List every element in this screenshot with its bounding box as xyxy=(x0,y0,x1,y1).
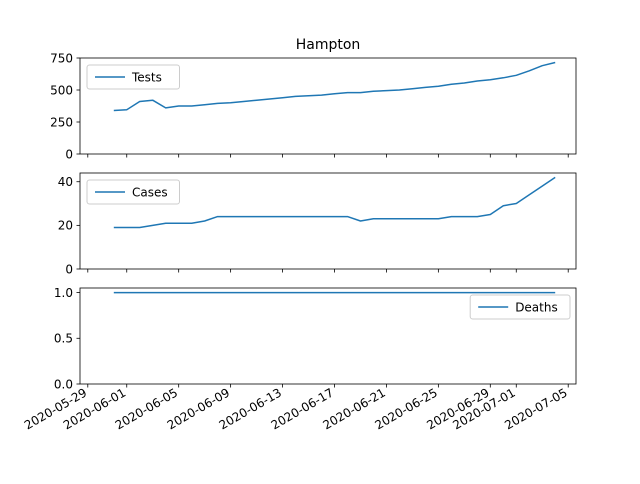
deaths-ytick-label: 1.0 xyxy=(54,286,73,300)
x-axis: 2020-05-292020-06-012020-06-052020-06-09… xyxy=(22,385,570,432)
deaths-panel: 0.0 0.5 1.0 Deaths xyxy=(54,286,577,391)
cases-ytick-label: 40 xyxy=(58,175,73,189)
legend-label: Deaths xyxy=(515,300,558,314)
legend-label: Cases xyxy=(132,185,168,199)
tests-series-line xyxy=(113,61,556,112)
deaths-axes-frame xyxy=(79,287,577,385)
tests-ytick-label: 750 xyxy=(50,51,73,65)
deaths-ytick-label: 0.5 xyxy=(54,332,73,346)
tests-legend: Tests xyxy=(86,64,180,90)
tests-ytick-label: 250 xyxy=(50,115,73,129)
cases-series-line xyxy=(113,176,556,229)
deaths-ytick-label: 0.0 xyxy=(54,377,73,391)
chart-title: Hampton xyxy=(296,37,361,53)
deaths-legend: Deaths xyxy=(469,294,571,320)
tests-ytick-label: 0 xyxy=(65,147,73,161)
cases-ytick-label: 20 xyxy=(58,219,73,233)
legend-label: Tests xyxy=(131,70,162,84)
cases-legend: Cases xyxy=(86,179,180,205)
tests-axes-frame xyxy=(79,57,577,155)
cases-ytick-label: 0 xyxy=(65,262,73,276)
cases-panel: 0 20 40 Cases xyxy=(58,172,577,276)
tests-panel: 0 250 500 750 Tests xyxy=(50,51,577,161)
tests-ytick-label: 500 xyxy=(50,83,73,97)
cases-axes-frame xyxy=(79,172,577,270)
legend-box xyxy=(86,179,180,205)
legend-box xyxy=(469,294,571,320)
legend-box xyxy=(86,64,180,90)
